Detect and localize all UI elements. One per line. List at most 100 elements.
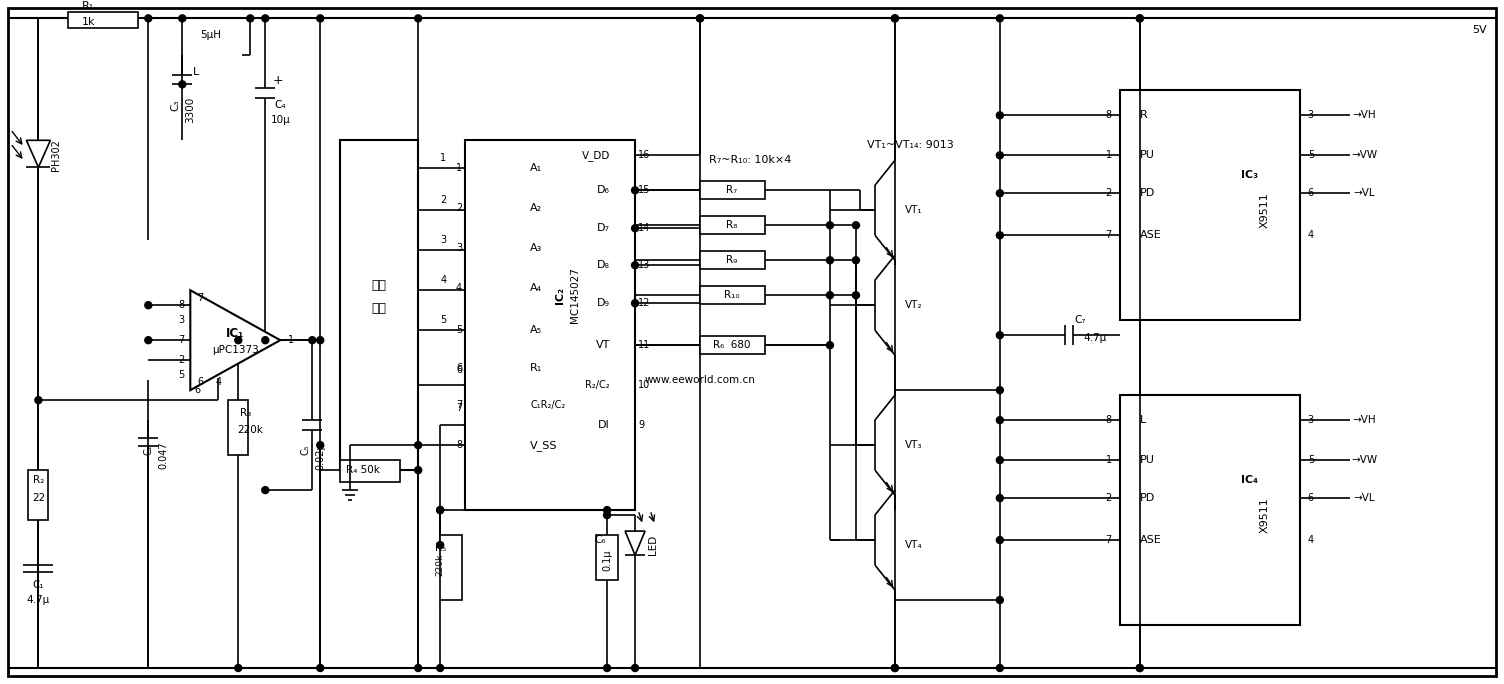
Text: 8: 8 (177, 300, 185, 311)
Text: 13: 13 (638, 260, 650, 270)
Circle shape (996, 457, 1003, 464)
Bar (1120, 90, 1299, 320)
Text: 1: 1 (456, 163, 462, 173)
Text: μPC1373: μPC1373 (212, 345, 259, 355)
Text: 2: 2 (456, 203, 462, 213)
Text: R₂/C₂: R₂/C₂ (585, 380, 611, 390)
Text: 14: 14 (638, 223, 650, 233)
Text: C₅: C₅ (301, 445, 310, 456)
Bar (699, 216, 766, 234)
Text: PH302: PH302 (51, 140, 62, 171)
Text: 9: 9 (638, 420, 644, 430)
Text: 4.7μ: 4.7μ (27, 595, 50, 605)
Text: VT₁: VT₁ (905, 205, 922, 215)
Text: 2: 2 (1105, 188, 1111, 198)
Circle shape (632, 187, 639, 194)
Text: IC₂: IC₂ (555, 287, 566, 304)
Text: 7: 7 (197, 293, 203, 303)
Polygon shape (27, 140, 51, 168)
Circle shape (996, 332, 1003, 339)
Text: 3: 3 (1307, 415, 1314, 425)
Circle shape (308, 337, 316, 343)
Circle shape (144, 337, 152, 343)
Circle shape (996, 111, 1003, 119)
Circle shape (853, 291, 859, 299)
Circle shape (892, 665, 898, 672)
Circle shape (632, 300, 639, 306)
Text: PU: PU (1140, 455, 1155, 465)
Text: 5μH: 5μH (200, 30, 221, 40)
Circle shape (996, 536, 1003, 544)
Circle shape (317, 665, 323, 672)
Text: 1: 1 (441, 153, 447, 163)
Circle shape (996, 386, 1003, 394)
Text: 4: 4 (456, 283, 462, 293)
Text: 220k: 220k (238, 425, 263, 435)
Text: 4: 4 (1307, 535, 1314, 545)
Circle shape (827, 291, 833, 299)
Text: R₉: R₉ (726, 255, 737, 265)
Circle shape (262, 337, 269, 343)
Text: R₆  680: R₆ 680 (713, 340, 750, 350)
Circle shape (996, 232, 1003, 239)
Circle shape (996, 189, 1003, 197)
Text: C₆: C₆ (594, 535, 606, 545)
Polygon shape (626, 531, 645, 555)
Circle shape (1137, 15, 1143, 22)
Text: 4: 4 (1307, 231, 1314, 240)
Text: R₃: R₃ (239, 408, 251, 418)
Text: DI: DI (599, 420, 611, 430)
Text: IC₁: IC₁ (226, 327, 245, 340)
Text: VT₄: VT₄ (905, 540, 922, 550)
Bar (1120, 395, 1299, 625)
Text: 7: 7 (456, 403, 462, 413)
Circle shape (436, 665, 444, 672)
Text: →VL: →VL (1354, 188, 1376, 198)
Bar (699, 181, 766, 199)
Text: 15: 15 (638, 185, 650, 195)
Text: 3: 3 (456, 244, 462, 253)
Text: →VW: →VW (1352, 455, 1378, 465)
Text: 1k: 1k (81, 17, 95, 27)
Text: C₁R₂/C₂: C₁R₂/C₂ (529, 400, 566, 410)
Bar (699, 337, 766, 354)
Text: D₉: D₉ (597, 298, 611, 308)
Circle shape (996, 495, 1003, 501)
Text: MC145027: MC145027 (570, 267, 581, 323)
Circle shape (827, 342, 833, 349)
Bar (596, 535, 618, 580)
Circle shape (827, 256, 833, 264)
Circle shape (436, 542, 444, 549)
Text: D₈: D₈ (597, 260, 611, 270)
Bar (340, 460, 400, 482)
Bar (29, 470, 48, 520)
Text: 3: 3 (1307, 110, 1314, 120)
Text: VT₁~VT₁₄: 9013: VT₁~VT₁₄: 9013 (866, 140, 954, 150)
Circle shape (247, 15, 254, 22)
Text: 3300: 3300 (185, 97, 196, 123)
Text: 7: 7 (456, 400, 462, 410)
Bar (229, 400, 248, 455)
Text: →VH: →VH (1352, 415, 1376, 425)
Circle shape (1137, 15, 1143, 22)
Text: PU: PU (1140, 150, 1155, 160)
Text: A₂: A₂ (529, 203, 543, 213)
Text: 开关: 开关 (371, 302, 387, 315)
Text: 3: 3 (177, 315, 185, 325)
Text: 6: 6 (1307, 188, 1314, 198)
Text: 7: 7 (1105, 231, 1111, 240)
Text: R₇: R₇ (726, 185, 737, 195)
Text: R₁: R₁ (529, 363, 543, 373)
Text: R₄ 50k: R₄ 50k (346, 465, 381, 475)
Text: 5: 5 (177, 370, 185, 380)
Text: 5V: 5V (1472, 25, 1487, 36)
Circle shape (179, 15, 186, 22)
Circle shape (996, 665, 1003, 672)
Text: 220k: 220k (436, 554, 445, 576)
Text: X9511: X9511 (1260, 192, 1269, 228)
Circle shape (603, 512, 611, 518)
Text: 3: 3 (441, 235, 447, 246)
Text: 0.02μ: 0.02μ (316, 443, 325, 470)
Text: D₇: D₇ (597, 223, 611, 233)
Text: L: L (1140, 415, 1146, 425)
